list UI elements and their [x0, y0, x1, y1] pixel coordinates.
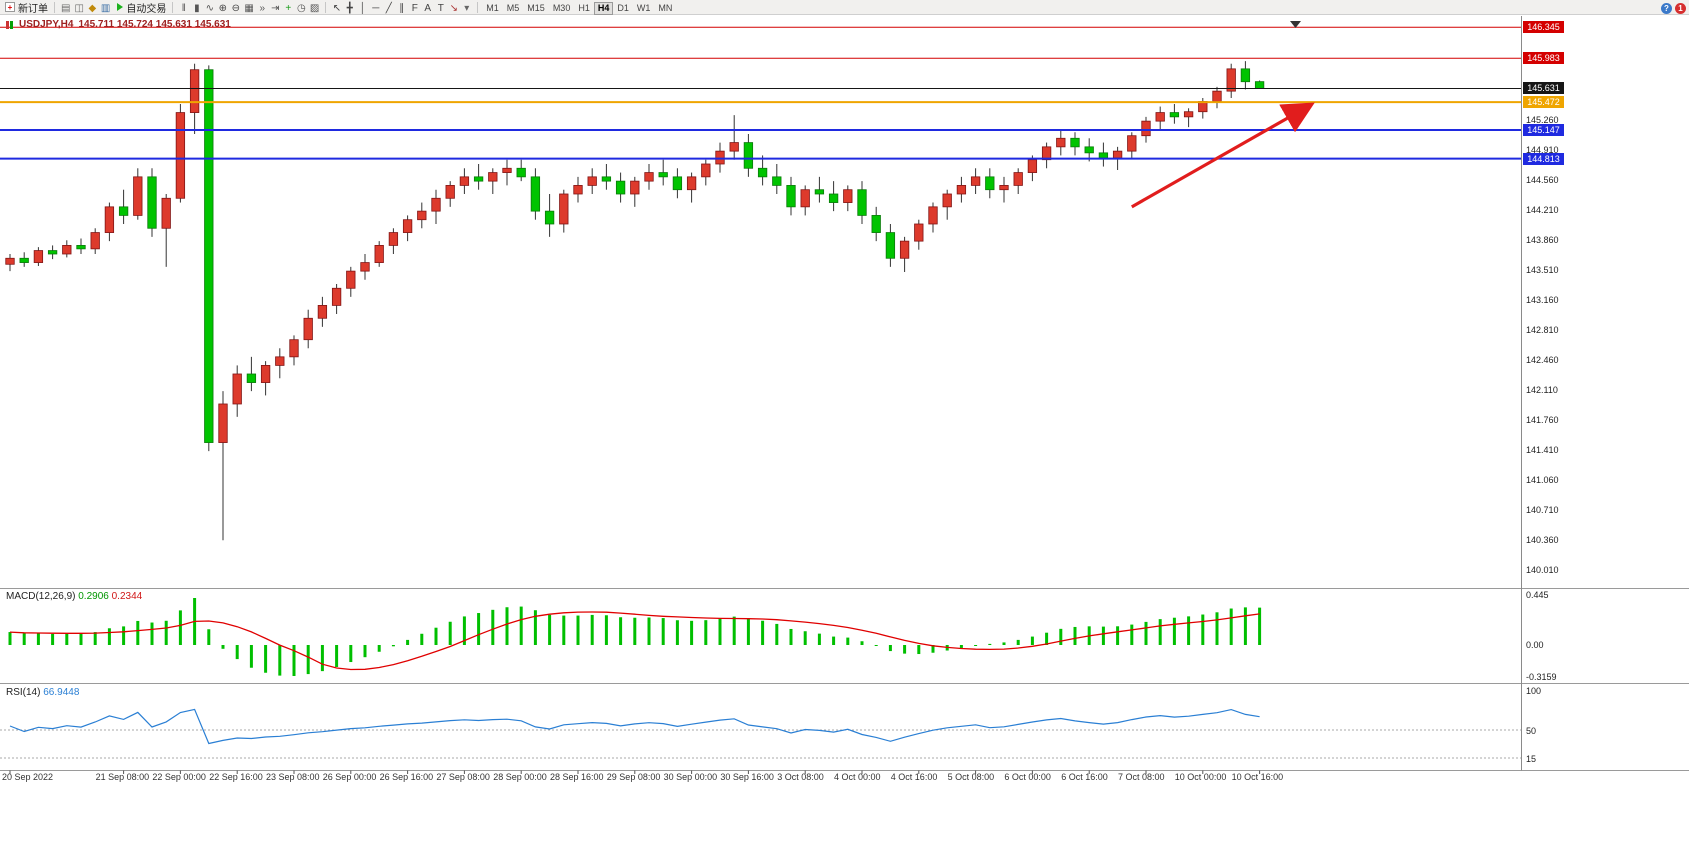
macd-signal-value: 0.2344 [111, 591, 143, 602]
macd-title: MACD(12,26,9) 0.2906 0.2344 [6, 591, 142, 602]
toolbar-chart-icon-group: ‖ ▮ ∿ ⊕ ⊖ ▦ » ⇥ + ◷ ▨ [177, 0, 321, 16]
alert-icon[interactable]: 1 [1675, 3, 1686, 14]
tile-windows-icon[interactable]: ▦ [244, 3, 254, 14]
macd-name: MACD(12,26,9) [6, 591, 76, 602]
indicators-icon[interactable]: + [285, 3, 292, 14]
help-icon[interactable]: ? [1661, 3, 1672, 14]
line-chart-icon[interactable]: ∿ [205, 3, 215, 14]
chart-shift-icon[interactable]: ⇥ [271, 3, 280, 14]
rsi-name: RSI(14) [6, 687, 41, 698]
toolbar-separator [325, 1, 327, 13]
auto-scroll-icon[interactable]: » [259, 3, 266, 14]
rsi-title: RSI(14) 66.9448 [6, 687, 79, 698]
new-order-label: 新订单 [18, 3, 48, 15]
cursor-icon[interactable]: ↖ [332, 3, 341, 14]
toolbar-right-icon-group: ? 1 [1658, 0, 1686, 16]
timeframe-h4-button[interactable]: H4 [593, 1, 614, 15]
horizontal-line-icon[interactable]: ─ [372, 3, 380, 14]
navigator-icon[interactable]: ◆ [88, 3, 97, 14]
macd-main-value: 0.2906 [78, 591, 109, 602]
market-watch-icon[interactable]: ▤ [61, 3, 71, 14]
timeframe-m30-button[interactable]: M30 [552, 3, 571, 13]
new-order-button[interactable]: + 新订单 [3, 1, 50, 15]
dropdown-icon[interactable]: ▾ [464, 3, 470, 14]
trendline-icon[interactable]: ╱ [385, 3, 392, 14]
toolbar-separator [54, 1, 55, 13]
text-icon[interactable]: A [424, 3, 432, 14]
timeframe-h1-button[interactable]: H1 [578, 3, 590, 13]
symbol-icon [6, 20, 9, 29]
toolbar-draw-icon-group: ↖ ╋ │ ─ ╱ ∥ F A T ↘ ▾ [330, 0, 473, 16]
timeframe-m15-button[interactable]: M15 [527, 3, 545, 13]
autotrade-button[interactable]: 自动交易 [113, 1, 168, 15]
timeframe-m1-button[interactable]: M1 [486, 3, 499, 13]
symbol-name: USDJPY,H4 [19, 19, 74, 30]
candlestick-series [5, 61, 1265, 541]
timeframe-m5-button[interactable]: M5 [506, 3, 520, 13]
rsi-line [9, 708, 1260, 745]
symbol-ohlc: 145.711 145.724 145.631 145.631 [78, 19, 231, 30]
autotrade-play-icon [117, 3, 124, 11]
template-icon[interactable]: ▨ [309, 3, 320, 14]
zoom-out-icon[interactable]: ⊖ [231, 3, 241, 14]
trend-arrow-annotation[interactable] [1131, 102, 1315, 209]
timeframe-button-group: M1 M5 M15 M30 H1 H4 D1 W1 MN [482, 0, 676, 16]
autotrade-label: 自动交易 [126, 3, 167, 15]
toolbar-separator [172, 1, 174, 13]
vertical-line-icon[interactable]: │ [359, 3, 366, 14]
new-order-icon: + [5, 2, 15, 12]
timeframe-mn-button[interactable]: MN [658, 3, 673, 13]
chart-shift-marker[interactable] [1290, 21, 1301, 28]
label-icon[interactable]: T [437, 3, 444, 14]
timeframe-d1-button[interactable]: D1 [617, 3, 629, 13]
channel-icon[interactable]: ∥ [399, 3, 405, 14]
periods-icon[interactable]: ◷ [296, 3, 306, 14]
fibonacci-icon[interactable]: F [411, 3, 418, 14]
data-window-icon[interactable]: ◫ [74, 3, 84, 14]
time-axis-ticks [9, 770, 1261, 774]
toolbar: + 新订单 ▤ ◫ ◆ ▥ 自动交易 ‖ ▮ ∿ ⊕ ⊖ ▦» ⇥ + ◷ ▨ ↖ ╋ │ ─ ╱ ∥ F A T ↘ ▾ … [0, 0, 1689, 15]
rsi-value: 66.9448 [43, 687, 80, 698]
macd-signal-line [9, 611, 1260, 671]
terminal-icon[interactable]: ▥ [100, 3, 111, 14]
macd-histogram [8, 598, 1262, 676]
toolbar-left-icon-group: ▤ ◫ ◆ ▥ [59, 0, 112, 16]
timeframe-w1-button[interactable]: W1 [636, 3, 651, 13]
bar-chart-icon[interactable]: ‖ [181, 3, 186, 14]
crosshair-icon[interactable]: ╋ [346, 3, 353, 14]
zoom-in-icon[interactable]: ⊕ [218, 3, 228, 14]
chart-title: USDJPY,H4 145.711 145.724 145.631 145.63… [6, 19, 231, 30]
arrows-icon[interactable]: ↘ [449, 3, 458, 14]
candlestick-chart-icon[interactable]: ▮ [194, 3, 200, 14]
toolbar-separator [477, 1, 479, 13]
